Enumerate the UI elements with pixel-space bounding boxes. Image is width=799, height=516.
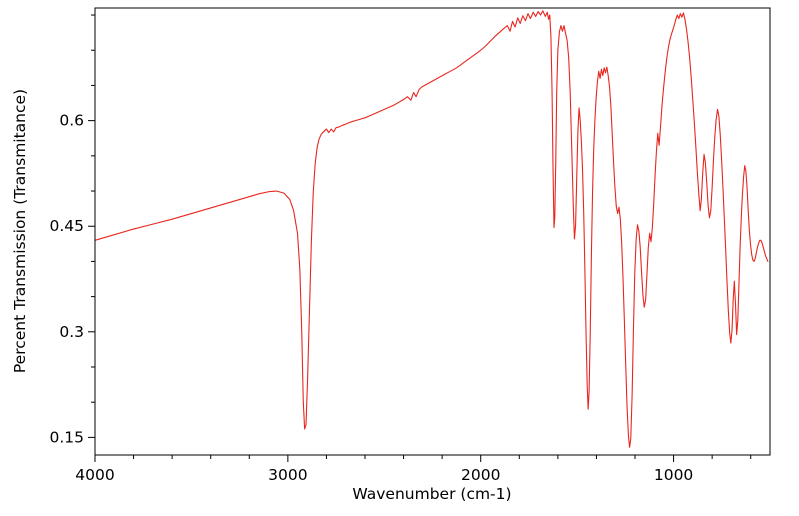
tick-labels: 4000 3000 2000 1000 0.15 0.3 0.45 0.6 [49,112,693,484]
x-axis-label: Wavenumber (cm-1) [352,485,512,503]
x-tick-label: 1000 [654,466,693,484]
x-tick-label: 2000 [461,466,500,484]
axis-ticks [88,14,752,462]
y-axis-label: Percent Transmission (Transmitance) [11,88,29,374]
spectrum-line [94,10,769,448]
plot-frame [94,7,771,456]
x-tick-label: 3000 [268,466,307,484]
y-tick-label: 0.15 [49,428,84,446]
x-tick-label: 4000 [75,466,114,484]
y-tick-label: 0.3 [59,323,84,341]
y-tick-label: 0.45 [49,217,84,235]
y-tick-label: 0.6 [59,112,84,130]
